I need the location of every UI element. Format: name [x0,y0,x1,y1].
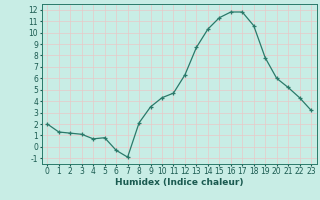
X-axis label: Humidex (Indice chaleur): Humidex (Indice chaleur) [115,178,244,187]
